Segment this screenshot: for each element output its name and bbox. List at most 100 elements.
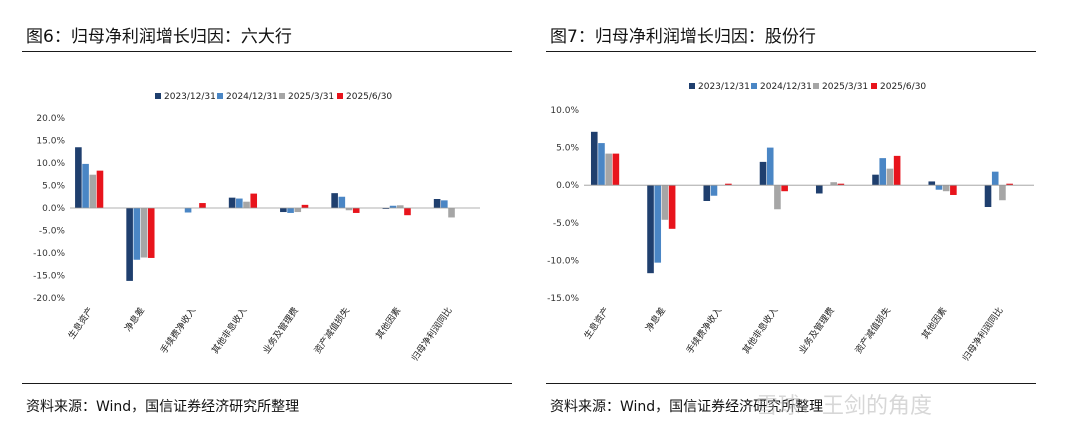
y-tick-label: 10.0%	[36, 159, 65, 169]
bars	[75, 147, 455, 281]
legend-label: 2025/6/30	[880, 82, 926, 92]
bar-4	[404, 208, 411, 216]
bar-4	[352, 208, 360, 213]
bar-2	[236, 198, 243, 208]
bar-3	[605, 153, 612, 186]
bar-1	[228, 197, 236, 208]
legend-swatch	[813, 83, 819, 89]
legend-swatch	[217, 93, 223, 99]
bar-4	[893, 155, 901, 186]
bar-3	[448, 208, 455, 218]
y-tick-label: 0.0%	[556, 181, 579, 191]
y-tick-label: -10.0%	[33, 249, 65, 259]
bar-4	[837, 183, 845, 186]
bar-4	[199, 203, 206, 208]
y-tick-label: 5.0%	[42, 182, 65, 192]
bar-2	[441, 200, 448, 208]
category-label: 手续费净收入	[684, 305, 725, 356]
bar-2	[879, 158, 887, 186]
y-tick-label: -10.0%	[547, 256, 579, 266]
bar-3	[345, 208, 353, 211]
bar-1	[126, 208, 133, 281]
figure-6-bottom-rule	[22, 383, 512, 384]
bar-2	[133, 208, 141, 260]
category-label: 净息差	[643, 305, 668, 334]
category-label: 资产减值损失	[852, 305, 893, 356]
legend-label: 2025/3/31	[822, 82, 868, 92]
legend-label: 2025/6/30	[346, 92, 392, 102]
bar-2	[184, 208, 192, 213]
figure-7-bottom-rule	[546, 383, 1036, 384]
bar-3	[89, 174, 97, 208]
bar-4	[725, 183, 732, 186]
bar-1	[703, 185, 711, 201]
figure-6-title: 图6：归母净利润增长归因：六大行	[26, 27, 292, 47]
category-label: 其他非息收入	[740, 305, 781, 356]
category-label: 其他因素	[919, 305, 949, 341]
bar-1	[280, 208, 287, 213]
category-label: 业务及管理费	[260, 305, 301, 356]
watermark-text: 雪球：王剑的角度	[756, 394, 933, 419]
bar-1	[815, 185, 823, 194]
figure-6-source: 资料来源：Wind，国信证券经济研究所整理	[26, 399, 300, 415]
bar-3	[942, 185, 950, 192]
bar-1	[759, 161, 767, 186]
figure-6-top-rule	[22, 51, 512, 52]
bar-1	[590, 131, 598, 186]
bar-1	[928, 181, 936, 186]
y-tick-label: -15.0%	[33, 272, 65, 282]
bar-3	[396, 205, 404, 208]
y-axis: 10.0% 5.0% 0.0% -5.0% -10.0% -15.0%	[547, 106, 579, 304]
category-label: 净息差	[122, 305, 147, 334]
y-tick-label: 0.0%	[42, 204, 65, 214]
legend-label: 2023/12/31	[164, 92, 216, 102]
legend-label: 2023/12/31	[698, 82, 750, 92]
bar-3	[243, 201, 250, 208]
bar-2	[389, 205, 397, 208]
bar-4	[950, 185, 957, 195]
y-tick-label: -5.0%	[39, 227, 66, 237]
y-tick-label: -15.0%	[547, 294, 579, 304]
bar-3	[830, 182, 837, 186]
category-label: 其他因素	[373, 305, 403, 341]
bar-1	[647, 185, 654, 274]
bar-2	[598, 143, 605, 186]
legend-swatch	[155, 93, 161, 99]
bars	[590, 131, 1013, 274]
y-tick-label: 15.0%	[36, 137, 65, 147]
y-tick-label: 5.0%	[556, 144, 579, 154]
y-tick-label: -20.0%	[33, 294, 65, 304]
figure-7-chart: 2023/12/31 2024/12/31 2025/3/31 2025/6/30 10…	[547, 82, 1034, 364]
bar-1	[382, 208, 390, 209]
bar-2	[287, 208, 294, 213]
category-label: 资产减值损失	[311, 305, 352, 356]
bar-4	[301, 204, 309, 208]
bar-1	[331, 193, 338, 208]
figure-7-panel: 图7：归母净利润增长归因：股份行 2023/12/31 2024/12/31 202…	[546, 0, 1046, 436]
bar-4	[612, 153, 620, 186]
category-label: 归母净利润同比	[409, 305, 455, 364]
bar-2	[710, 185, 718, 196]
bar-1	[433, 199, 441, 208]
category-label: 手续费净收入	[158, 305, 199, 356]
bar-4	[1006, 183, 1013, 186]
figure-7-top-rule	[546, 51, 1036, 52]
x-axis: 生息资产 净息差 手续费净收入 其他非息收入 业务及管理费 资产减值损失 其他因素 归母净利润…	[65, 305, 454, 364]
bar-2	[82, 163, 89, 208]
y-tick-label: -5.0%	[553, 219, 580, 229]
y-axis: 20.0% 15.0% 10.0% 5.0% 0.0% -5.0% -10.0% -15.0%…	[33, 114, 65, 304]
category-label: 业务及管理费	[796, 305, 837, 356]
bar-2	[935, 185, 943, 190]
bar-1	[872, 174, 879, 186]
category-label: 其他非息收入	[209, 305, 250, 356]
figure-7-source: 资料来源：Wind，国信证券经济研究所整理	[550, 399, 824, 415]
legend-swatch	[871, 83, 877, 89]
x-axis: 生息资产 净息差 手续费净收入 其他非息收入 业务及管理费 资产减值损失 其他因素 归母净利润…	[581, 305, 1005, 364]
bar-4	[668, 185, 676, 229]
y-tick-label: 20.0%	[36, 114, 65, 124]
legend-label: 2024/12/31	[760, 82, 812, 92]
legend-label: 2024/12/31	[226, 92, 278, 102]
bar-2	[766, 147, 774, 186]
figure-6-chart: 2023/12/31 2024/12/31 2025/3/31 2025/6/3020…	[33, 92, 480, 364]
bar-1	[75, 147, 82, 208]
